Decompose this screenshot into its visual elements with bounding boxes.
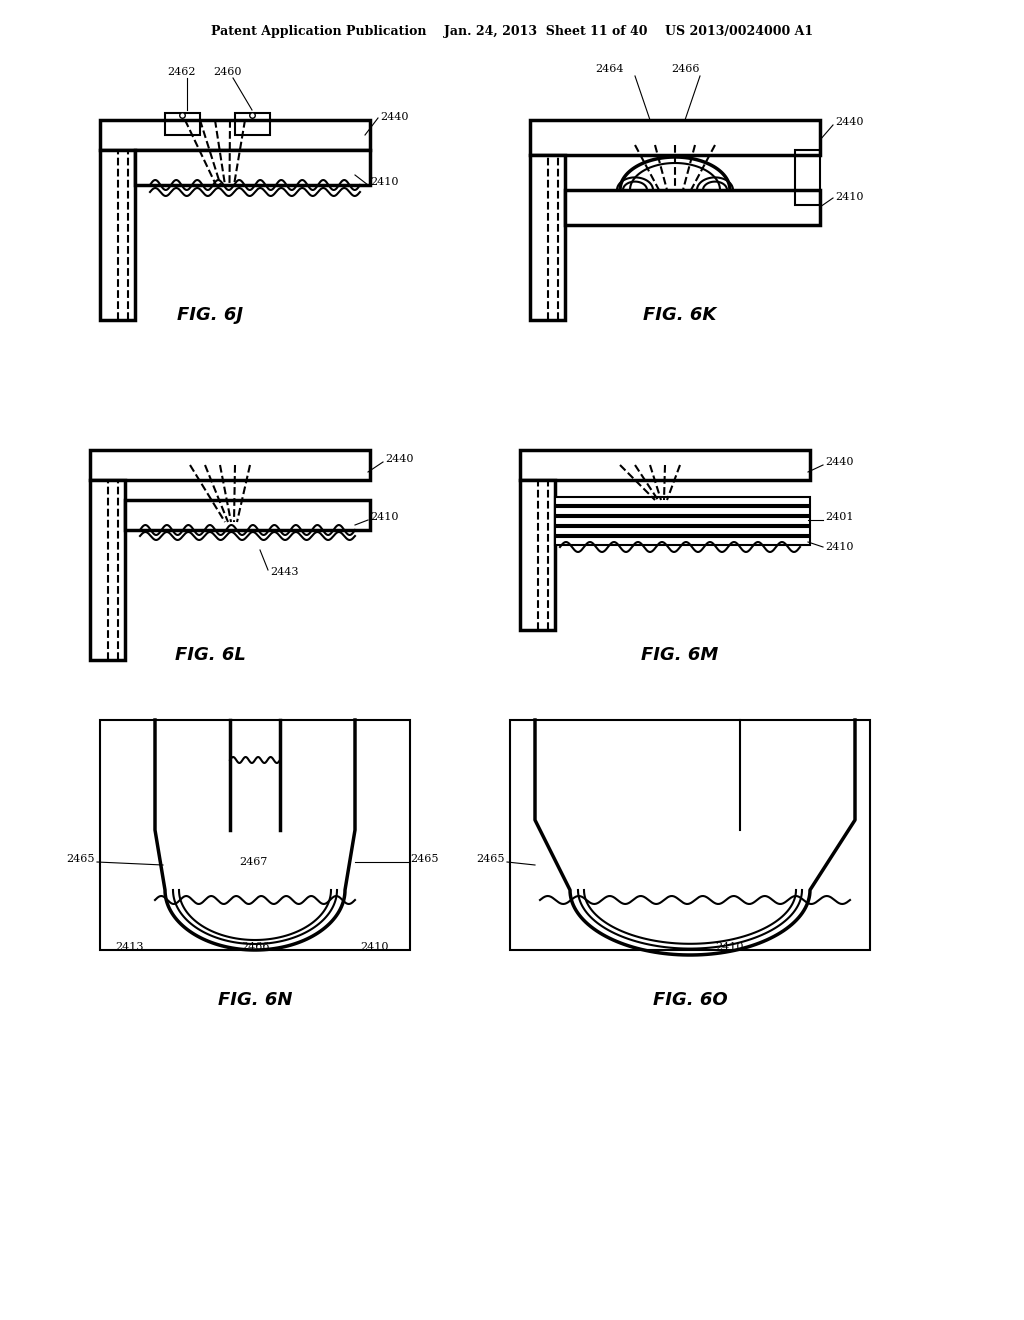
Text: FIG. 6M: FIG. 6M	[641, 645, 719, 664]
Bar	[530, 154, 565, 319]
Bar	[555, 537, 810, 545]
Text: 2462: 2462	[168, 67, 197, 77]
Text: 2401: 2401	[825, 512, 853, 521]
Bar	[555, 517, 810, 525]
Text: 2443: 2443	[270, 568, 299, 577]
Text: 2466: 2466	[241, 942, 269, 952]
Bar	[510, 719, 870, 950]
Text: 2466: 2466	[671, 63, 699, 74]
Text: 2440: 2440	[825, 457, 853, 467]
Text: 2440: 2440	[835, 117, 863, 127]
Bar	[795, 150, 820, 205]
Bar	[90, 450, 370, 480]
Text: FIG. 6J: FIG. 6J	[177, 306, 243, 323]
Bar	[135, 150, 370, 185]
Bar	[234, 114, 270, 135]
Bar	[100, 150, 135, 319]
Text: 2410: 2410	[835, 191, 863, 202]
Text: FIG. 6L: FIG. 6L	[174, 645, 246, 664]
Bar	[100, 719, 410, 950]
Text: 2467: 2467	[239, 857, 267, 867]
Text: 2460: 2460	[214, 67, 243, 77]
Text: 2465: 2465	[410, 854, 438, 865]
Text: 2410: 2410	[716, 942, 744, 952]
Text: 2410: 2410	[370, 512, 398, 521]
Text: 2465: 2465	[67, 854, 95, 865]
Text: FIG. 6N: FIG. 6N	[218, 991, 292, 1008]
Bar	[520, 450, 810, 480]
Text: 2413: 2413	[116, 942, 144, 952]
Text: 2465: 2465	[476, 854, 505, 865]
Text: 2464: 2464	[596, 63, 625, 74]
Text: Patent Application Publication    Jan. 24, 2013  Sheet 11 of 40    US 2013/00240: Patent Application Publication Jan. 24, …	[211, 25, 813, 38]
Bar	[100, 120, 370, 150]
Bar	[565, 190, 820, 224]
Text: 2440: 2440	[380, 112, 409, 121]
Text: FIG. 6O: FIG. 6O	[652, 991, 727, 1008]
Bar	[530, 120, 820, 154]
Bar	[165, 114, 200, 135]
Text: 2440: 2440	[385, 454, 414, 465]
Text: FIG. 6K: FIG. 6K	[643, 306, 717, 323]
Text: 2410: 2410	[825, 543, 853, 552]
Bar	[555, 498, 810, 506]
Bar	[125, 500, 370, 531]
Bar	[555, 527, 810, 535]
Text: 2410: 2410	[370, 177, 398, 187]
Bar	[555, 507, 810, 515]
Text: 2410: 2410	[360, 942, 388, 952]
Bar	[90, 480, 125, 660]
Bar	[520, 480, 555, 630]
